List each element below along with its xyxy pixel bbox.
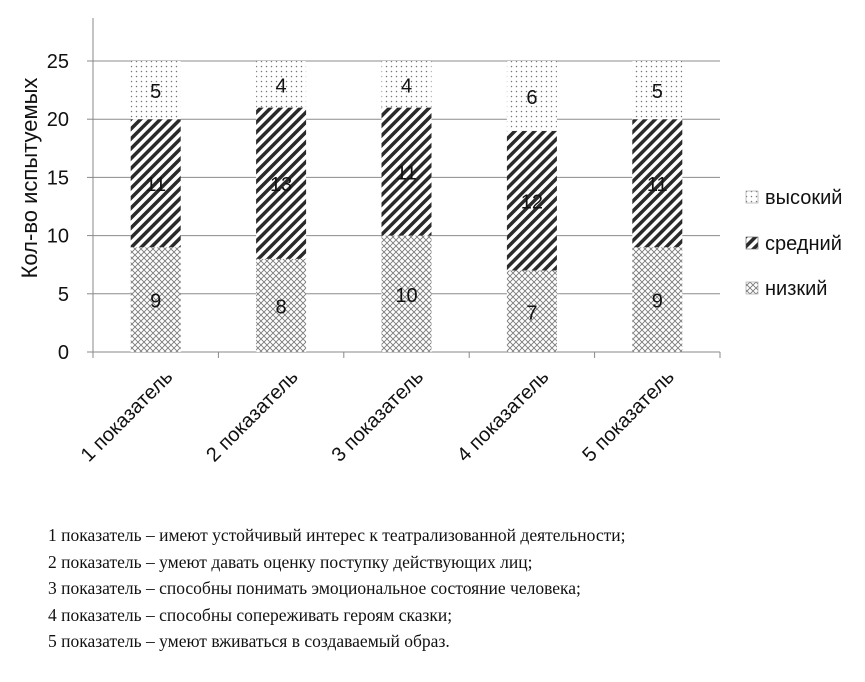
legend-label-high: высокий [765,187,842,209]
x-tick-label: 3 показатель [328,366,428,466]
bar-segment [381,61,432,108]
data-label: 6 [526,87,537,109]
data-label: 11 [145,174,166,196]
note-line-2: 2 показатель – умеют давать оценку посту… [48,551,533,572]
y-axis-label: Кол-во испытуемых [17,78,42,279]
bar-segment [506,61,557,131]
bar-segment [632,119,683,248]
x-tick-label: 5 показатель [578,366,678,466]
bar-segment [381,107,432,236]
legend-swatch-high [745,190,759,204]
note-line-4: 4 показатель – способны сопереживать гер… [48,604,453,625]
legend-swatch-medium [745,236,759,250]
x-tick-label: 1 показатель [77,366,177,466]
bar-segment [130,119,181,248]
data-label: 9 [652,291,663,313]
bars: 9 11 5 8 13 4 10 11 4 7 12 6 9 11 5 [130,61,683,352]
y-tick-label: 15 [47,167,69,189]
bar-segment [256,258,307,352]
data-label: 5 [150,81,161,103]
data-label: 8 [276,296,287,318]
data-label: 5 [652,81,663,103]
bar-segment [506,130,557,271]
legend: высокий средний низкий [745,187,842,300]
y-tick-label: 10 [47,226,69,248]
legend-label-medium: средний [765,233,842,255]
bar-segment [256,107,307,259]
y-tick-label: 20 [47,109,69,131]
x-tick-label: 2 показатель [202,366,302,466]
data-label: 13 [270,174,292,196]
data-label: 12 [521,192,543,214]
data-label: 4 [401,75,412,97]
y-tick-label: 25 [47,51,69,73]
data-label: 11 [396,163,417,185]
data-label: 7 [526,302,537,324]
legend-item-medium: средний [745,233,842,255]
legend-item-high: высокий [745,187,842,209]
x-tick-labels: 1 показатель 2 показатель 3 показатель 4 по… [77,366,679,466]
bar-segment [381,235,432,352]
data-label: 10 [395,285,417,307]
data-label: 11 [647,174,668,196]
note-line-3: 3 показатель – способны понимать эмоцион… [48,578,581,599]
x-tick-label: 4 показатель [453,366,553,466]
note-line-5: 5 показатель – умеют вживаться в создава… [48,631,450,652]
bar-segment [506,270,557,352]
bar-segment [632,247,683,352]
indicator-notes: 1 показатель – имеют устойчивый интерес … [48,522,848,655]
data-label: 9 [150,291,161,313]
data-label: 4 [276,75,287,97]
stacked-bar-chart: 0 5 10 15 20 25 9 11 5 8 13 4 10 11 4 7 12 6 9 11 5 1 показ… [17,18,842,466]
legend-swatch-low [745,281,759,295]
legend-label-low: низкий [765,278,827,300]
y-tick-labels: 0 5 10 15 20 25 [47,51,69,364]
legend-item-low: низкий [745,278,827,300]
bar-segment [632,61,683,120]
bar-segment [130,247,181,352]
bar-segment [256,61,307,108]
y-tick-label: 5 [58,284,69,306]
y-tick-label: 0 [58,342,69,364]
note-line-1: 1 показатель – имеют устойчивый интерес … [48,525,626,545]
bar-segment [130,61,181,120]
